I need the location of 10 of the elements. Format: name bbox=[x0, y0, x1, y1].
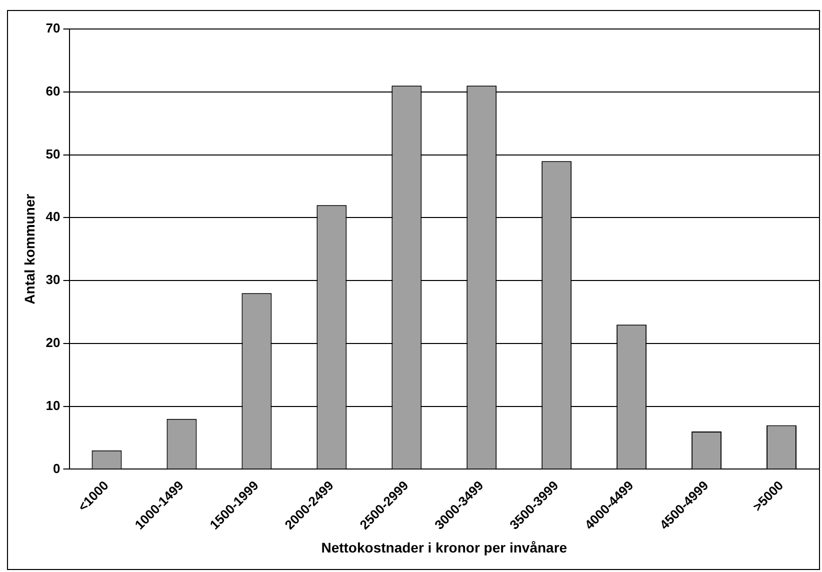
y-tick-label: 30 bbox=[46, 272, 60, 288]
y-tick-label: 0 bbox=[53, 460, 60, 476]
y-axis-title: Antal kommuner bbox=[21, 193, 38, 304]
x-axis-title: Nettokostnader i kronor per invånare bbox=[321, 539, 568, 556]
y-tick-label: 40 bbox=[46, 209, 60, 224]
y-tick-label: 70 bbox=[46, 20, 60, 36]
y-tick-label: 20 bbox=[46, 335, 60, 350]
y-tick-label: 10 bbox=[46, 398, 60, 413]
y-tick-label: 50 bbox=[46, 146, 60, 162]
y-tick-label: 60 bbox=[46, 83, 60, 98]
